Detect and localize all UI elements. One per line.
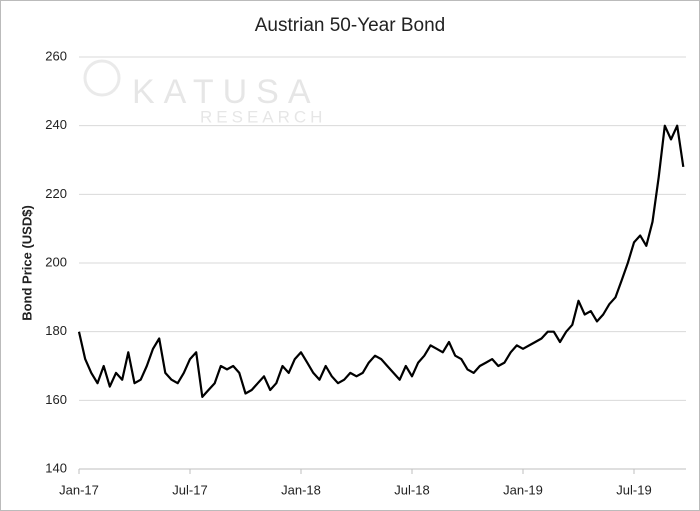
y-tick-label: 240 xyxy=(45,117,67,132)
x-tick-label: Jul-17 xyxy=(172,482,207,497)
chart-title: Austrian 50-Year Bond xyxy=(255,15,445,36)
data-line xyxy=(77,124,685,398)
x-tick-label: Jul-19 xyxy=(616,482,651,497)
y-tick-label: 180 xyxy=(45,323,67,338)
y-tick-label: 160 xyxy=(45,392,67,407)
y-tick-label: 140 xyxy=(45,460,67,475)
x-tick-label: Jan-18 xyxy=(281,482,321,497)
watermark-icon xyxy=(83,59,121,97)
y-tick-label: 260 xyxy=(45,48,67,63)
y-axis-label: Bond Price (USD$) xyxy=(19,205,34,321)
x-tick-label: Jan-17 xyxy=(59,482,99,497)
y-tick-label: 200 xyxy=(45,254,67,269)
watermark: KATUSA RESEARCH xyxy=(83,59,326,126)
watermark-text: RESEARCH xyxy=(200,107,326,126)
y-tick-label: 220 xyxy=(45,186,67,201)
watermark-text: KATUSA xyxy=(132,73,320,111)
x-tick-label: Jul-18 xyxy=(394,482,429,497)
x-tick-label: Jan-19 xyxy=(503,482,543,497)
